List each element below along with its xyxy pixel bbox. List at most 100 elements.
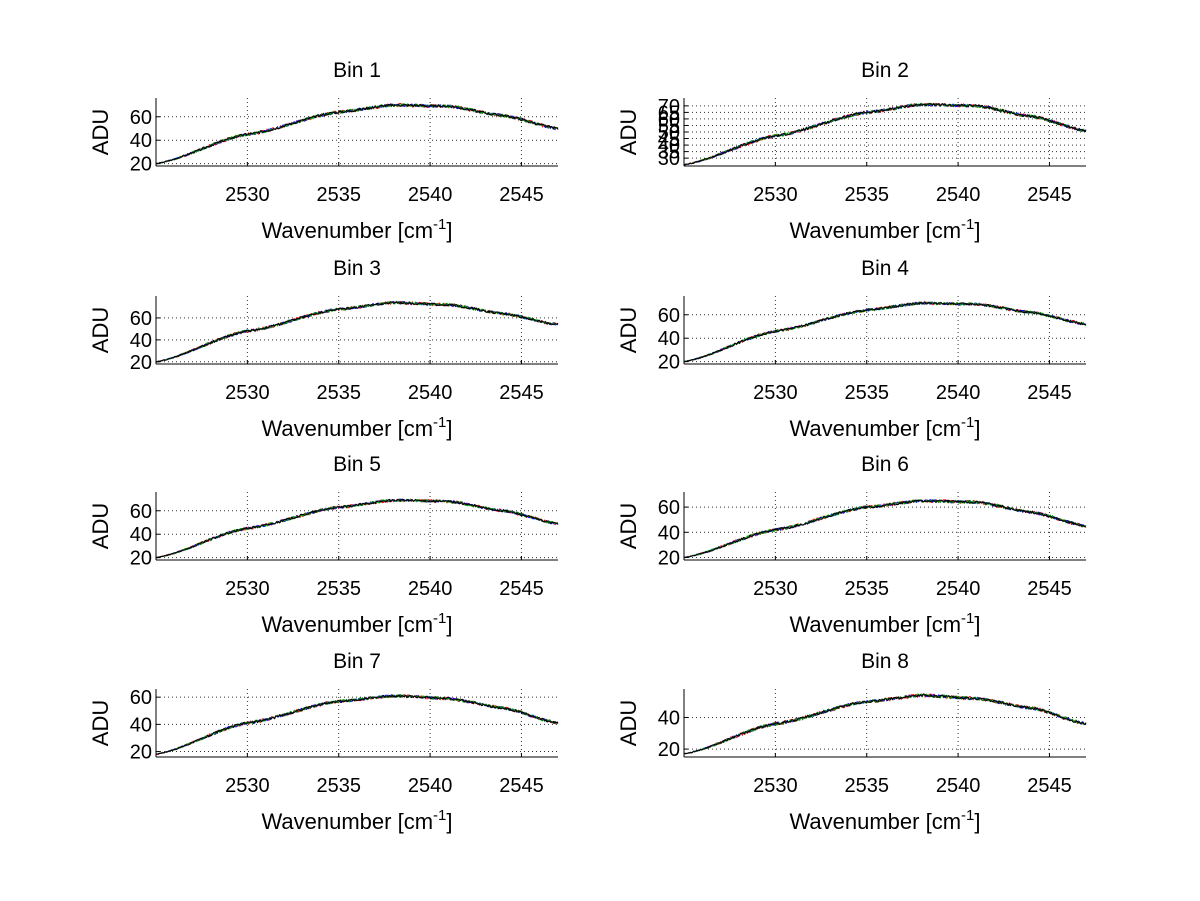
y-tick-label: 40 bbox=[130, 714, 152, 736]
x-axis-label: Wavenumber [cm-1] bbox=[261, 807, 452, 834]
y-tick-label: 20 bbox=[658, 352, 680, 374]
y-tick-label: 40 bbox=[658, 707, 680, 729]
x-axis-label-sup: -1 bbox=[961, 807, 974, 824]
y-axis-label: ADU bbox=[616, 109, 641, 155]
x-tick-label: 2530 bbox=[225, 775, 270, 797]
x-axis-label-end: ] bbox=[446, 218, 452, 243]
x-axis-label-end: ] bbox=[974, 218, 980, 243]
x-tick-label: 2530 bbox=[225, 184, 270, 206]
x-tick-label: 2535 bbox=[844, 578, 889, 600]
x-axis-label-main: Wavenumber [cm bbox=[789, 218, 961, 243]
y-tick-label: 60 bbox=[130, 107, 152, 129]
series-blue bbox=[155, 498, 559, 559]
series-green bbox=[155, 103, 559, 165]
x-tick-label: 2535 bbox=[316, 184, 361, 206]
x-tick-label: 2530 bbox=[753, 578, 798, 600]
x-tick-label: 2535 bbox=[316, 382, 361, 404]
x-tick-label: 2535 bbox=[844, 775, 889, 797]
series-blue bbox=[683, 499, 1087, 558]
series-black bbox=[683, 693, 1087, 755]
y-tick-label: 40 bbox=[658, 328, 680, 350]
y-tick-label: 40 bbox=[130, 330, 152, 352]
series-green bbox=[683, 301, 1087, 362]
series-blue bbox=[155, 301, 559, 363]
x-tick-label: 2530 bbox=[753, 382, 798, 404]
x-tick-label: 2535 bbox=[844, 382, 889, 404]
y-axis-label: ADU bbox=[88, 503, 113, 549]
series-red bbox=[683, 693, 1087, 755]
y-tick-label: 65 bbox=[658, 102, 680, 124]
chart-title: Bin 6 bbox=[861, 453, 909, 476]
series-black bbox=[155, 103, 559, 165]
x-tick-label: 2530 bbox=[753, 775, 798, 797]
y-tick-label: 60 bbox=[130, 687, 152, 709]
x-axis-label-main: Wavenumber [cm bbox=[789, 416, 961, 441]
y-tick-label: 60 bbox=[658, 305, 680, 327]
x-tick-label: 2545 bbox=[499, 775, 544, 797]
x-axis-label-sup: -1 bbox=[433, 414, 446, 431]
x-axis-label-end: ] bbox=[974, 416, 980, 441]
y-tick-label: 20 bbox=[130, 154, 152, 176]
chart-title: Bin 4 bbox=[861, 257, 909, 280]
x-axis-label-sup: -1 bbox=[433, 807, 446, 824]
chart-title: Bin 2 bbox=[861, 59, 909, 82]
y-tick-label: 50 bbox=[658, 122, 680, 144]
series-blue bbox=[155, 103, 559, 165]
y-tick-label: 45 bbox=[658, 129, 680, 151]
x-axis-label: Wavenumber [cm-1] bbox=[789, 216, 980, 243]
x-tick-label: 2535 bbox=[316, 578, 361, 600]
y-tick-label: 40 bbox=[130, 130, 152, 152]
x-axis-label-sup: -1 bbox=[961, 414, 974, 431]
y-tick-label: 35 bbox=[658, 142, 680, 164]
y-axis-label: ADU bbox=[88, 109, 113, 155]
series-red bbox=[155, 300, 559, 363]
y-tick-label: 20 bbox=[130, 742, 152, 764]
x-axis-label-sup: -1 bbox=[961, 610, 974, 627]
x-axis-label-main: Wavenumber [cm bbox=[261, 416, 433, 441]
chart-title: Bin 7 bbox=[333, 650, 381, 673]
chart-title: Bin 3 bbox=[333, 257, 381, 280]
panel-bin-7: 2530 2535 2540 2545 20 40 60 Bin 7 Wavenumber [c… bbox=[88, 650, 559, 834]
x-axis-label: Wavenumber [cm-1] bbox=[261, 610, 452, 637]
x-tick-label: 2545 bbox=[1027, 775, 1072, 797]
x-axis-label-end: ] bbox=[974, 809, 980, 834]
series-red bbox=[155, 103, 559, 165]
x-axis-label: Wavenumber [cm-1] bbox=[789, 807, 980, 834]
y-tick-label: 20 bbox=[130, 352, 152, 374]
series-green bbox=[683, 693, 1087, 755]
x-tick-label: 2540 bbox=[408, 382, 453, 404]
series-green bbox=[683, 499, 1087, 559]
y-tick-label: 40 bbox=[130, 524, 152, 546]
y-tick-label: 55 bbox=[658, 115, 680, 137]
x-tick-label: 2540 bbox=[936, 775, 981, 797]
chart-title: Bin 8 bbox=[861, 650, 909, 673]
y-axis-label: ADU bbox=[88, 700, 113, 746]
series-black bbox=[683, 301, 1087, 363]
x-axis-label: Wavenumber [cm-1] bbox=[789, 610, 980, 637]
y-tick-label: 40 bbox=[658, 135, 680, 157]
x-tick-label: 2545 bbox=[1027, 578, 1072, 600]
y-axis-label: ADU bbox=[88, 307, 113, 353]
series-blue bbox=[683, 103, 1087, 166]
series-green bbox=[155, 300, 559, 363]
chart-title: Bin 1 bbox=[333, 59, 381, 82]
x-tick-label: 2545 bbox=[1027, 382, 1072, 404]
y-tick-label: 60 bbox=[130, 501, 152, 523]
x-axis-label: Wavenumber [cm-1] bbox=[261, 414, 452, 441]
y-axis-label: ADU bbox=[616, 307, 641, 353]
x-axis-label-end: ] bbox=[446, 809, 452, 834]
y-tick-label: 60 bbox=[658, 109, 680, 131]
series-red bbox=[156, 498, 559, 559]
x-axis-label: Wavenumber [cm-1] bbox=[789, 414, 980, 441]
x-axis-label-end: ] bbox=[446, 612, 452, 637]
y-tick-label: 40 bbox=[658, 522, 680, 544]
series-black bbox=[683, 102, 1087, 165]
y-tick-label: 30 bbox=[658, 148, 680, 170]
x-tick-label: 2530 bbox=[225, 578, 270, 600]
y-axis-label: ADU bbox=[616, 700, 641, 746]
